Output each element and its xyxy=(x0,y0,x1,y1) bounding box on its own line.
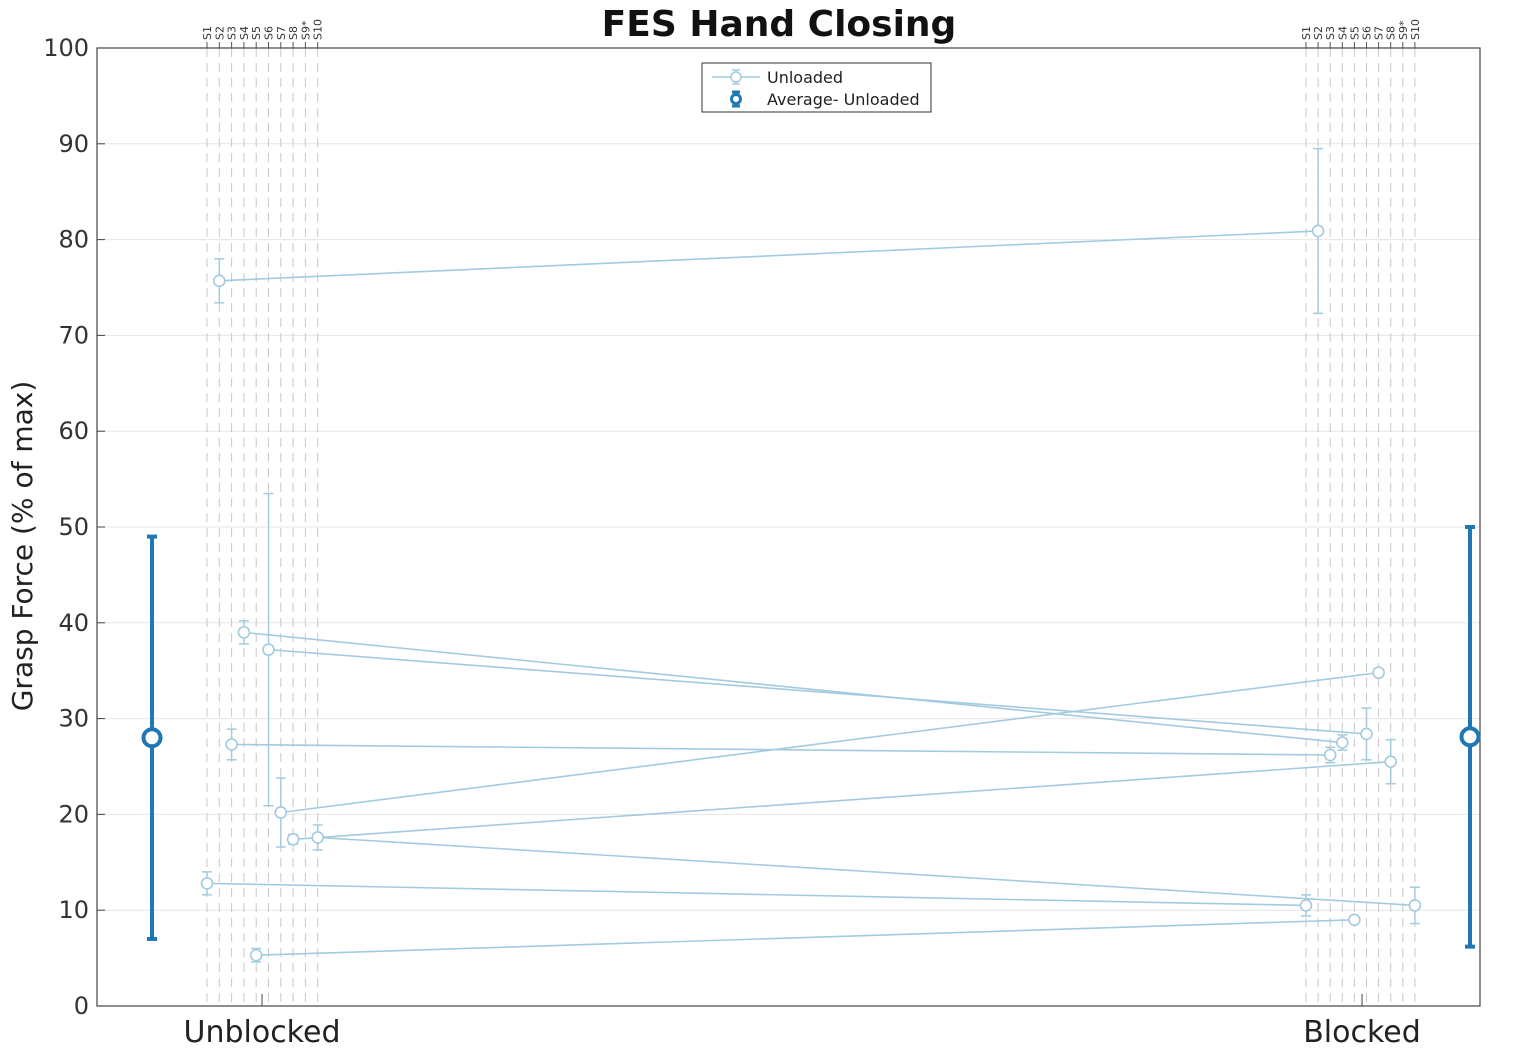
legend-box xyxy=(701,62,932,113)
series-line-S7 xyxy=(274,666,1385,848)
grid-layer xyxy=(97,143,1480,911)
connector-S4 xyxy=(243,631,1343,744)
connector-S2 xyxy=(219,230,1319,282)
subject-label-0-6: S7 xyxy=(275,26,288,40)
x-category-label-0: Unblocked xyxy=(183,1015,340,1049)
average-layer xyxy=(141,525,1481,949)
legend-label-average: Average- Unloaded xyxy=(767,90,920,109)
subject-label-1-0: S1 xyxy=(1300,26,1313,40)
subject-label-1-9: S10 xyxy=(1409,19,1422,40)
subject-label-1-8: S9* xyxy=(1397,20,1410,40)
y-tick-label-70: 70 xyxy=(58,321,89,349)
data-point-S7-0 xyxy=(274,806,288,819)
data-point-S5-0 xyxy=(249,948,263,962)
legend-icon-unloaded xyxy=(712,69,760,85)
subject-label-1-5: S6 xyxy=(1361,26,1374,40)
data-point-S6-0 xyxy=(262,643,275,656)
data-point-S10-1 xyxy=(1408,899,1422,912)
data-point-S1-0 xyxy=(200,877,214,890)
connector-S5 xyxy=(256,918,1355,957)
y-tick-label-20: 20 xyxy=(58,800,89,828)
y-tick-label-0: 0 xyxy=(74,992,89,1020)
data-point-S3-0 xyxy=(225,738,238,751)
y-tick-label-60: 60 xyxy=(58,417,89,445)
legend-marker-average xyxy=(730,93,742,105)
data-point-S7-1 xyxy=(1372,666,1385,679)
series-line-S10 xyxy=(311,824,1422,925)
x-category-label-1: Blocked xyxy=(1303,1015,1421,1049)
data-point-S3-1 xyxy=(1323,748,1337,762)
series-line-S5 xyxy=(249,913,1361,963)
y-tick-label-80: 80 xyxy=(58,226,89,254)
chart-title: FES Hand Closing xyxy=(602,4,957,45)
legend-icon-average xyxy=(730,90,742,108)
legend-marker-unloaded xyxy=(730,71,742,83)
legend: Unloaded Average- Unloaded xyxy=(701,62,932,113)
data-point-S1-1 xyxy=(1299,899,1313,912)
y-tick-label-30: 30 xyxy=(58,705,89,733)
average-point-1 xyxy=(1459,726,1481,748)
series-line-S1 xyxy=(200,871,1313,917)
average-point-0 xyxy=(141,727,163,749)
subject-label-1-1: S2 xyxy=(1312,26,1325,40)
data-point-S5-1 xyxy=(1348,913,1361,927)
y-tick-label-50: 50 xyxy=(58,513,89,541)
y-tick-label-10: 10 xyxy=(58,896,89,924)
y-tick-label-100: 100 xyxy=(43,34,89,62)
subject-label-1-7: S8 xyxy=(1385,26,1398,40)
series-line-S6 xyxy=(262,492,1373,807)
data-point-S4-1 xyxy=(1336,736,1349,749)
y-tick-label-40: 40 xyxy=(58,609,89,637)
series-line-S4 xyxy=(237,620,1349,751)
series-layer xyxy=(200,147,1422,963)
subject-label-1-3: S4 xyxy=(1336,26,1349,40)
connector-S6 xyxy=(268,648,1367,735)
connector-S8 xyxy=(293,760,1391,841)
subject-label-0-0: S1 xyxy=(201,26,214,40)
subject-label-0-2: S3 xyxy=(226,26,239,40)
data-point-S8-0 xyxy=(286,833,300,846)
subject-label-1-2: S3 xyxy=(1324,26,1337,40)
legend-label-unloaded: Unloaded xyxy=(767,68,843,87)
axis-ticks: 0 10 20 30 40 50 60 70 80 90 100 Unblocked Blocked xyxy=(43,34,1421,1049)
connector-S3 xyxy=(231,743,1331,756)
data-point-S10-0 xyxy=(311,831,325,844)
subject-label-0-4: S5 xyxy=(250,26,263,40)
subject-label-0-9: S10 xyxy=(312,19,325,40)
data-point-S8-1 xyxy=(1384,755,1397,769)
data-point-S2-1 xyxy=(1311,224,1325,238)
subject-label-0-3: S4 xyxy=(238,26,251,40)
series-line-S3 xyxy=(225,728,1337,764)
y-axis-label: Grasp Force (% of max) xyxy=(6,381,39,712)
connector-S7 xyxy=(280,671,1379,814)
series-line-S8 xyxy=(286,738,1397,846)
data-point-S6-1 xyxy=(1360,727,1373,741)
subject-label-1-6: S7 xyxy=(1373,26,1386,40)
subject-label-0-7: S8 xyxy=(287,26,300,40)
data-point-S4-0 xyxy=(237,626,251,639)
data-point-S2-0 xyxy=(213,274,226,288)
subject-label-0-8: S9* xyxy=(299,20,312,40)
connector-S10 xyxy=(317,836,1415,907)
connector-S1 xyxy=(206,882,1307,907)
subject-guides: S1 S2 S3 S4 S5 S6 S7 S8 S9* S10 S1 S2 S3 S4 S5 S6 S7 S8 S9… xyxy=(201,19,1422,1006)
subject-label-0-1: S2 xyxy=(213,26,226,40)
subject-label-1-4: S5 xyxy=(1348,26,1361,40)
series-line-S2 xyxy=(213,147,1325,315)
subject-label-0-5: S6 xyxy=(263,26,276,40)
y-tick-label-90: 90 xyxy=(58,130,89,158)
